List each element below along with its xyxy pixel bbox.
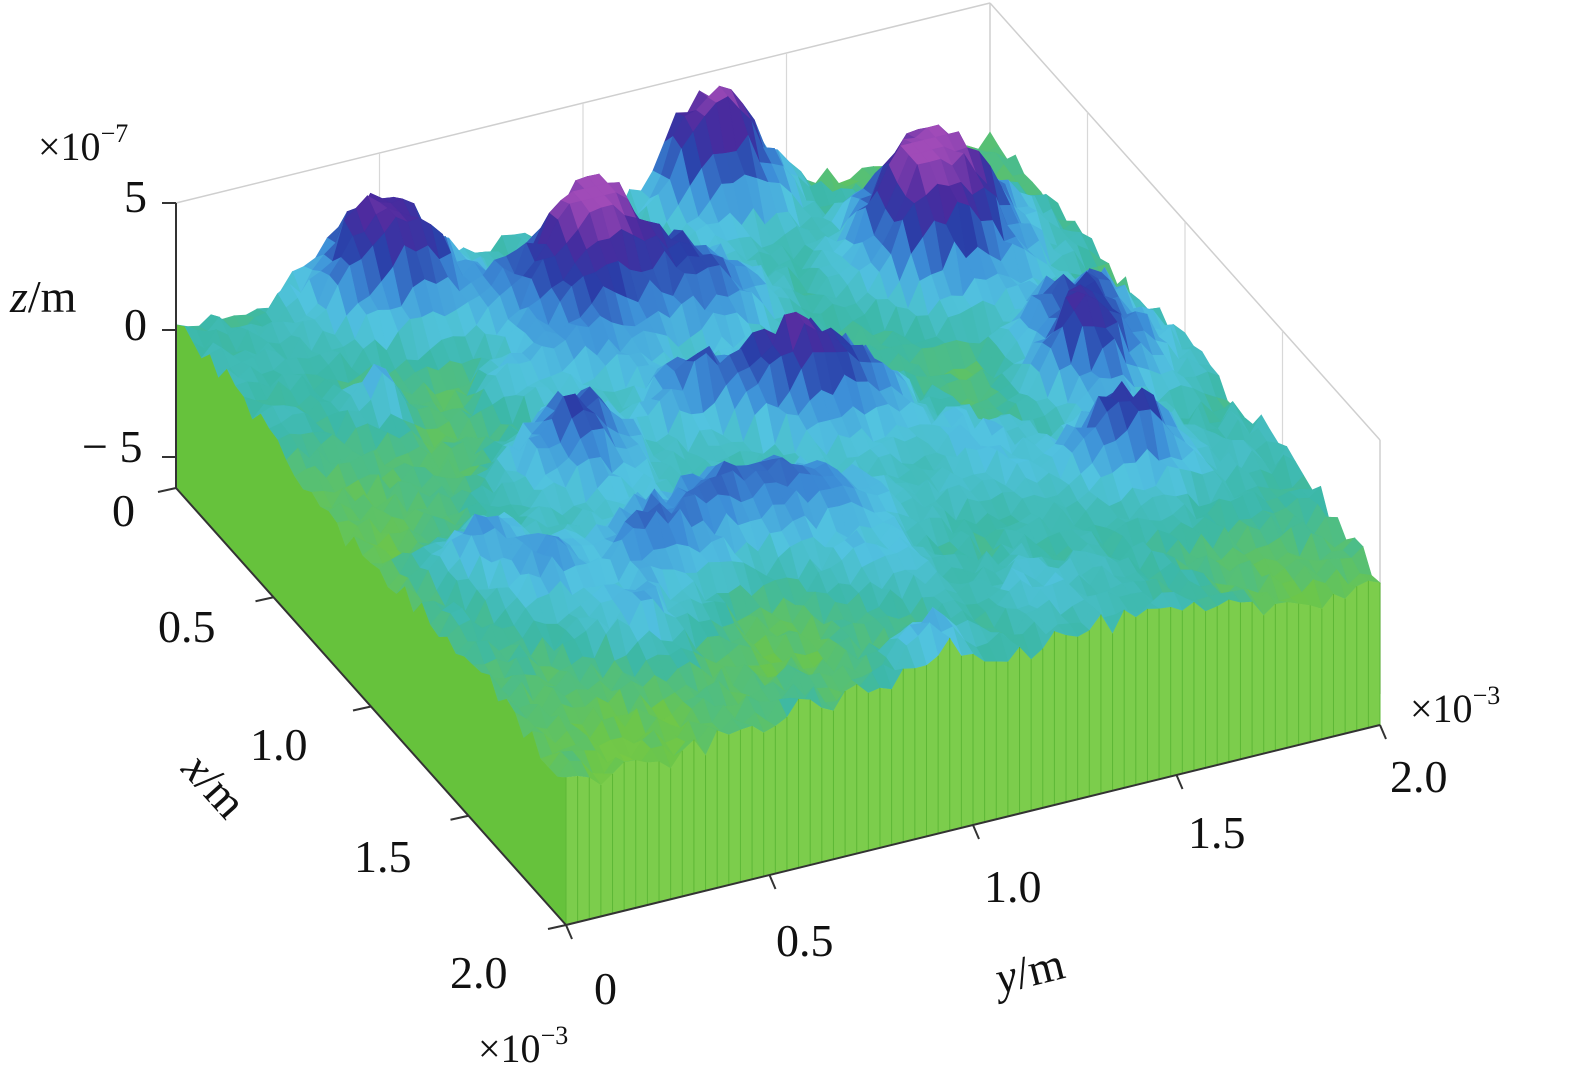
x-tick-label: 1.0 (250, 719, 308, 770)
x-tick (352, 705, 372, 712)
x-tick (450, 814, 469, 821)
svg-text:×10−3: ×10−3 (478, 1021, 568, 1071)
x-tick-label: 2.0 (450, 947, 508, 998)
surface-facet (556, 760, 579, 778)
svg-text:×10−3: ×10−3 (1410, 681, 1500, 731)
x-axis-label: x/m (172, 742, 257, 828)
z-tick-label: − 5 (82, 421, 142, 472)
y-tick (1379, 724, 1387, 740)
x-tick-label: 0.5 (158, 601, 216, 652)
y-tick (1175, 774, 1184, 790)
surface-mesh (175, 85, 1382, 925)
z-tick-label: 5 (124, 171, 147, 222)
y-tick-label: 0 (594, 963, 617, 1014)
y-tick (972, 824, 980, 840)
x-tick-label: 1.5 (354, 831, 412, 882)
y-tick (565, 924, 573, 940)
surface-side-front-stripes (565, 580, 1381, 925)
x-tick (157, 487, 177, 493)
y-axis-label: y/m (986, 937, 1069, 1004)
z-multiplier: ×10−7 (38, 119, 128, 169)
y-tick-label: 0.5 (776, 915, 834, 966)
svg-text:z/m: z/m (9, 271, 77, 322)
x-multiplier: ×10−3 (478, 1021, 568, 1071)
svg-text:×10−7: ×10−7 (38, 119, 128, 169)
svg-text:x/m: x/m (172, 742, 257, 828)
x-tick (547, 924, 567, 930)
z-tick-label: 0 (124, 299, 147, 350)
y-multiplier: ×10−3 (1410, 681, 1500, 731)
svg-text:y/m: y/m (986, 937, 1069, 1004)
x-tick-label: 0 (112, 485, 135, 536)
z-axis-label: z/m (9, 271, 77, 322)
x-tick (255, 596, 274, 603)
y-tick-label: 1.5 (1188, 807, 1246, 858)
y-tick-label: 1.0 (984, 861, 1042, 912)
y-tick (768, 874, 777, 890)
y-tick-label: 2.0 (1390, 751, 1448, 802)
axes-lines (157, 202, 1387, 940)
surface-side-left (176, 324, 566, 925)
